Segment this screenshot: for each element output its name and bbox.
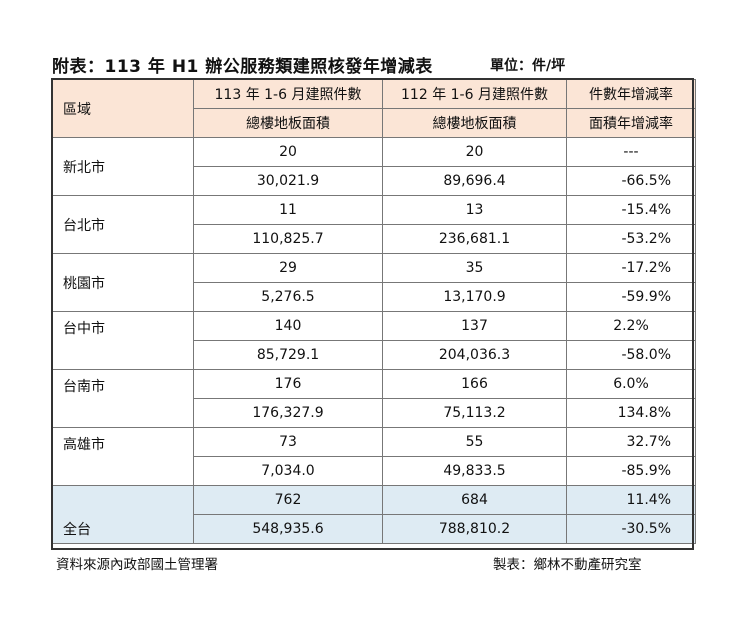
area-112-cell: 89,696.4: [382, 166, 567, 196]
table-row: 新北市 20 20 ---: [52, 137, 696, 196]
source-note: 資料來源內政部國土管理署: [56, 557, 218, 573]
total-count-yoy: 11.4%: [566, 485, 696, 515]
total-count-113: 762: [193, 485, 383, 515]
table-row: 176,327.9 75,113.2 134.8%: [53, 398, 696, 428]
total-row: 全台 762 684 11.4%: [52, 485, 696, 544]
total-area-112: 788,810.2: [382, 514, 567, 544]
area-113-cell: 30,021.9: [193, 166, 383, 196]
table-row: 85,729.1 204,036.3 -58.0%: [53, 340, 696, 370]
count-112-cell: 166: [382, 369, 567, 399]
region-cell: 台中市: [52, 311, 194, 370]
total-area-yoy: -30.5%: [566, 514, 696, 544]
total-row: 548,935.6 788,810.2 -30.5%: [53, 514, 696, 544]
region-cell: 新北市: [52, 137, 194, 196]
table-row: 桃園市 29 35 -17.2%: [52, 253, 696, 312]
header-area-yoy: 面積年增減率: [566, 108, 696, 138]
area-113-cell: 176,327.9: [193, 398, 383, 428]
count-112-cell: 137: [382, 311, 567, 341]
header-region: 區域: [52, 79, 194, 138]
header-112-area: 總樓地板面積: [382, 108, 567, 138]
count-112-cell: 55: [382, 427, 567, 457]
area-113-cell: 85,729.1: [193, 340, 383, 370]
count-113-cell: 140: [193, 311, 383, 341]
table-row: 30,021.9 89,696.4 -66.5%: [53, 166, 696, 196]
count-113-cell: 176: [193, 369, 383, 399]
count-112-cell: 20: [382, 137, 567, 167]
region-cell: 台南市: [52, 369, 194, 428]
table-row: 7,034.0 49,833.5 -85.9%: [53, 456, 696, 486]
count-yoy-cell: 6.0%: [566, 369, 696, 399]
region-cell: 高雄市: [52, 427, 194, 486]
total-region-cell: 全台: [52, 485, 194, 544]
area-112-cell: 204,036.3: [382, 340, 567, 370]
maker-note: 製表：鄉林不動產研究室: [493, 557, 642, 573]
header-row-1: 區域 113 年 1-6 月建照件數 112 年 1-6 月建照件數 件數年增減…: [52, 79, 696, 138]
count-112-cell: 35: [382, 253, 567, 283]
area-113-cell: 7,034.0: [193, 456, 383, 486]
header-row-2: 總樓地板面積 總樓地板面積 面積年增減率: [53, 108, 696, 138]
area-112-cell: 49,833.5: [382, 456, 567, 486]
area-yoy-cell: 134.8%: [566, 398, 696, 428]
count-112-cell: 13: [382, 195, 567, 225]
table-row: 台中市 140 137 2.2%: [52, 311, 696, 370]
count-113-cell: 73: [193, 427, 383, 457]
header-112-count: 112 年 1-6 月建照件數: [382, 79, 567, 109]
area-yoy-cell: -85.9%: [566, 456, 696, 486]
area-yoy-cell: -53.2%: [566, 224, 696, 254]
count-yoy-cell: -17.2%: [566, 253, 696, 283]
header-count-yoy: 件數年增減率: [566, 79, 696, 109]
header-113-area: 總樓地板面積: [193, 108, 383, 138]
region-cell: 桃園市: [52, 253, 194, 312]
count-113-cell: 20: [193, 137, 383, 167]
area-112-cell: 13,170.9: [382, 282, 567, 312]
table-row: 台北市 11 13 -15.4%: [52, 195, 696, 254]
area-yoy-cell: -58.0%: [566, 340, 696, 370]
count-yoy-cell: 32.7%: [566, 427, 696, 457]
unit-label: 單位：件/坪: [490, 58, 566, 74]
title-row: 附表：113 年 H1 辦公服務類建照核發年增減表 單位：件/坪: [52, 52, 692, 78]
count-113-cell: 11: [193, 195, 383, 225]
table-row: 高雄市 73 55 32.7%: [52, 427, 696, 486]
table-row: 5,276.5 13,170.9 -59.9%: [53, 282, 696, 312]
permit-table: 區域 113 年 1-6 月建照件數 112 年 1-6 月建照件數 件數年增減…: [52, 79, 696, 544]
count-yoy-cell: ---: [566, 137, 696, 167]
count-yoy-cell: 2.2%: [566, 311, 696, 341]
area-112-cell: 75,113.2: [382, 398, 567, 428]
total-area-113: 548,935.6: [193, 514, 383, 544]
count-113-cell: 29: [193, 253, 383, 283]
area-yoy-cell: -66.5%: [566, 166, 696, 196]
area-yoy-cell: -59.9%: [566, 282, 696, 312]
table-title: 附表：113 年 H1 辦公服務類建照核發年增減表: [52, 57, 433, 77]
area-113-cell: 5,276.5: [193, 282, 383, 312]
area-113-cell: 110,825.7: [193, 224, 383, 254]
region-cell: 台北市: [52, 195, 194, 254]
count-yoy-cell: -15.4%: [566, 195, 696, 225]
table-row: 110,825.7 236,681.1 -53.2%: [53, 224, 696, 254]
total-count-112: 684: [382, 485, 567, 515]
table-row: 台南市 176 166 6.0%: [52, 369, 696, 428]
area-112-cell: 236,681.1: [382, 224, 567, 254]
header-113-count: 113 年 1-6 月建照件數: [193, 79, 383, 109]
